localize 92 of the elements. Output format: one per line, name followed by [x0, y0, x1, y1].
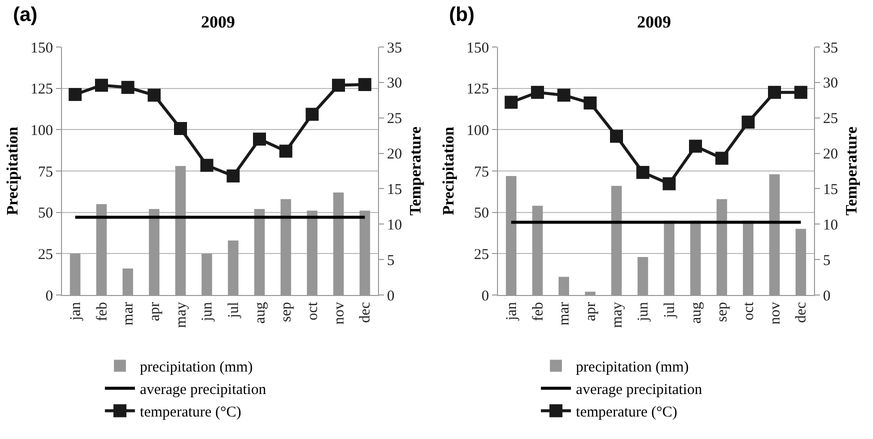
x-tick-label: oct	[305, 301, 322, 320]
point	[715, 152, 728, 165]
y-axis-title: Precipitation	[4, 126, 22, 216]
legend-label: temperature (°C)	[140, 404, 242, 421]
point	[636, 166, 650, 179]
x-tick-label: apr	[583, 302, 600, 322]
y2-tick-label: 15	[387, 182, 402, 198]
point	[306, 108, 319, 121]
x-tick-label: dec	[358, 302, 374, 323]
y-tick-label: 25	[38, 246, 53, 263]
point	[95, 78, 108, 92]
legend-label: average precipitation	[140, 382, 267, 398]
point	[174, 122, 187, 135]
y-tick-label: 75	[38, 164, 53, 180]
legend-label: precipitation (mm)	[576, 360, 689, 376]
point	[662, 177, 676, 190]
x-tick-label: jun	[200, 302, 216, 322]
x-tick-label: may	[609, 302, 626, 328]
y-tick-label: 25	[474, 246, 489, 263]
x-tick-label: sep	[714, 302, 731, 322]
x-tick-label: feb	[530, 302, 546, 322]
point	[768, 86, 781, 99]
point	[68, 88, 82, 101]
y-tick-label: 0	[46, 288, 53, 304]
text: (a)	[13, 4, 38, 26]
point	[121, 80, 134, 94]
y-tick-label: 150	[30, 40, 53, 56]
point	[689, 140, 702, 153]
x-tick-label: jan	[68, 302, 84, 322]
y2-tick-label: 0	[823, 288, 830, 304]
chart-title: 2009	[637, 12, 671, 32]
y2-tick-label: 10	[387, 217, 402, 234]
point	[584, 96, 597, 110]
point	[358, 78, 372, 92]
chart-title: 2009	[201, 12, 235, 32]
y2-tick-label: 35	[823, 40, 838, 56]
x-tick-label: jul	[662, 302, 678, 319]
y2-axis-title: Temperature	[408, 126, 425, 216]
legend-label: average precipitation	[576, 382, 703, 398]
legend-label: precipitation (mm)	[140, 360, 253, 376]
x-tick-label: jul	[226, 302, 242, 319]
y2-tick-label: 30	[387, 76, 402, 92]
point	[253, 132, 266, 146]
x-tick-label: jan	[504, 302, 520, 322]
y2-tick-label: 30	[823, 76, 838, 92]
y-tick-label: 50	[38, 206, 53, 222]
x-tick-label: aug	[252, 302, 268, 324]
x-tick-label: sep	[278, 302, 295, 322]
y-axis-title: Precipitation	[440, 126, 458, 216]
point	[531, 86, 544, 99]
point	[148, 88, 161, 102]
point	[557, 88, 570, 102]
y-tick-label: 125	[466, 82, 489, 98]
x-tick-label: nov	[767, 302, 784, 324]
point	[794, 86, 808, 99]
y2-axis-title: Temperature	[844, 126, 861, 216]
x-tick-label: may	[173, 302, 190, 328]
point	[226, 169, 240, 182]
x-tick-label: aug	[688, 302, 704, 324]
point	[610, 130, 623, 143]
x-tick-label: nov	[331, 302, 348, 324]
x-tick-label: oct	[741, 301, 758, 320]
x-tick-label: mar	[556, 302, 573, 326]
y-tick-label: 100	[30, 122, 53, 139]
legend-label: temperature (°C)	[576, 404, 678, 421]
y2-tick-label: 15	[823, 182, 838, 198]
y2-tick-label: 25	[387, 111, 402, 128]
y-tick-label: 0	[482, 288, 489, 304]
y-tick-label: 50	[474, 206, 489, 222]
point	[279, 144, 292, 158]
y2-tick-label: 5	[823, 252, 830, 269]
x-tick-label: dec	[794, 302, 810, 323]
point	[200, 158, 214, 172]
y2-tick-label: 5	[387, 252, 394, 269]
y-tick-label: 75	[474, 164, 489, 180]
x-tick-label: mar	[120, 302, 137, 326]
y2-tick-label: 35	[387, 40, 402, 56]
y2-tick-label: 20	[387, 146, 402, 163]
y-tick-label: 150	[466, 40, 489, 56]
x-tick-label: feb	[94, 302, 110, 322]
point	[332, 78, 345, 92]
y2-tick-label: 10	[823, 217, 838, 234]
x-tick-label: jun	[636, 302, 652, 322]
y2-tick-label: 25	[823, 111, 838, 128]
point	[742, 116, 755, 129]
y-tick-label: 125	[30, 82, 53, 98]
text: (b)	[449, 4, 475, 26]
y-tick-label: 100	[466, 122, 489, 139]
point	[504, 96, 518, 109]
x-tick-label: apr	[147, 302, 164, 322]
y2-tick-label: 20	[823, 146, 838, 163]
y2-tick-label: 0	[387, 288, 394, 304]
